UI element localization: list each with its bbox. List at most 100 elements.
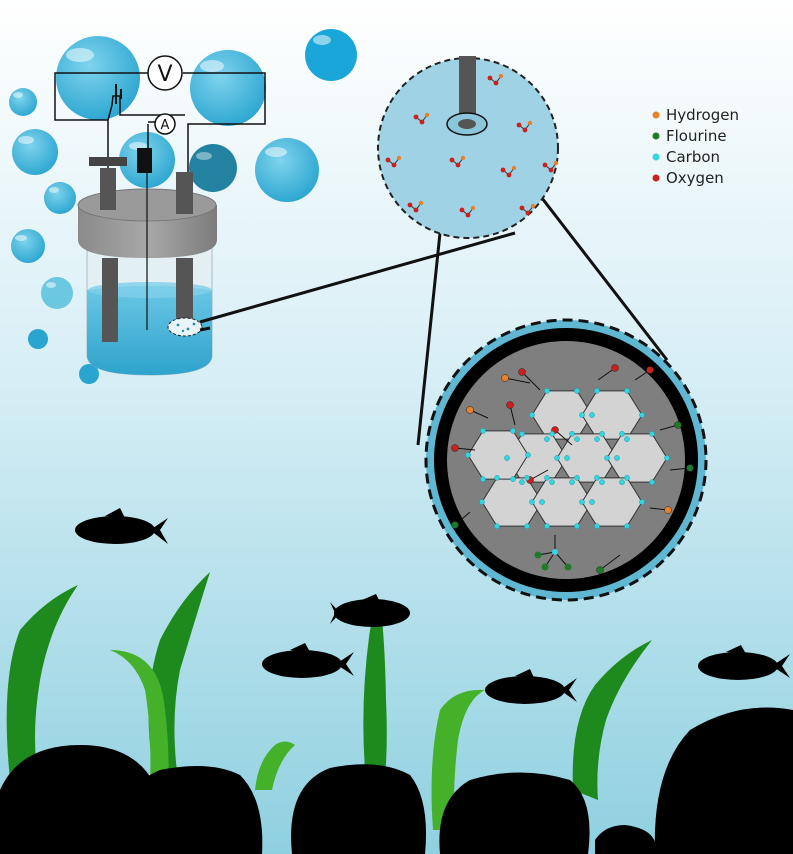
molecule <box>516 120 533 133</box>
functional-group <box>649 506 672 514</box>
reference-electrode <box>137 148 152 330</box>
carbon-atom <box>494 475 500 481</box>
carbon-atom <box>519 431 525 437</box>
bubble <box>12 129 58 175</box>
carbon-atom <box>649 431 655 437</box>
fish-group <box>75 508 790 704</box>
carbon-atom <box>539 499 545 505</box>
carbon-atom <box>494 523 500 529</box>
carbon-atom <box>569 479 575 485</box>
legend-label-carbon: Carbon <box>666 148 720 166</box>
functional-group <box>534 535 572 571</box>
carbon-atom <box>504 455 510 461</box>
carbon-atom <box>554 455 560 461</box>
carbon-atom <box>614 455 620 461</box>
legend-label-oxygen: Oxygen <box>666 169 724 187</box>
electrode-zoom-view <box>377 56 559 239</box>
battery-icon <box>115 84 122 104</box>
molecule <box>542 160 559 173</box>
carbon-atom <box>524 475 530 481</box>
bubbles <box>9 29 357 384</box>
voltmeter: V <box>147 55 183 91</box>
carbon-atom <box>624 523 630 529</box>
carbon-atom <box>624 436 630 442</box>
carbon-atom <box>594 523 600 529</box>
functional-group <box>518 368 541 391</box>
molecule <box>407 200 424 213</box>
carbon-atom <box>519 479 525 485</box>
electrochemical-cell: V A <box>54 55 266 376</box>
carbon-atom <box>599 431 605 437</box>
graphene-zoom-view <box>424 318 708 602</box>
functional-group <box>597 364 619 381</box>
carbon-atom <box>544 523 550 529</box>
fish <box>485 669 577 704</box>
functionalized-graphene-sheet <box>451 364 694 574</box>
working-electrode <box>167 172 203 337</box>
atom-legend: Hydrogen Flourine Carbon Oxygen <box>652 106 739 187</box>
bubble <box>44 182 76 214</box>
functional-group <box>466 406 489 419</box>
bubble <box>56 36 140 120</box>
carbon-atom <box>589 412 595 418</box>
bubble <box>305 29 357 81</box>
ammeter: A <box>154 113 176 135</box>
molecule <box>500 165 517 178</box>
legend-item-flourine: Flourine <box>652 127 727 145</box>
molecule <box>449 155 466 168</box>
voltmeter-label: V <box>157 62 172 87</box>
carbon-atom <box>594 436 600 442</box>
carbon-atom <box>574 388 580 394</box>
carbon-atom <box>599 479 605 485</box>
carbon-atom <box>624 475 630 481</box>
carbon-atom <box>510 428 516 434</box>
molecule <box>385 155 402 168</box>
carbon-atom <box>529 499 535 505</box>
carbon-atom <box>569 431 575 437</box>
solution-molecules <box>385 73 559 218</box>
seaweed <box>6 572 652 830</box>
functional-group <box>451 444 476 452</box>
functional-group <box>634 366 654 381</box>
carbon-atom <box>574 475 580 481</box>
carbon-atom <box>465 452 471 458</box>
functional-group <box>596 554 621 574</box>
carbon-atom <box>594 475 600 481</box>
molecule <box>413 112 430 125</box>
carbon-atom <box>619 431 625 437</box>
carbon-atom <box>619 479 625 485</box>
carbon-atom <box>529 412 535 418</box>
carbon-atom <box>579 499 585 505</box>
legend-item-hydrogen: Hydrogen <box>652 106 739 124</box>
bubble <box>41 277 73 309</box>
carbon-atom <box>649 479 655 485</box>
bubble <box>190 50 266 126</box>
rock <box>114 766 263 854</box>
rock <box>291 764 426 854</box>
bubble <box>9 88 37 116</box>
legend-item-oxygen: Oxygen <box>652 169 724 187</box>
carbon-atom <box>639 412 645 418</box>
carbon-atom <box>664 455 670 461</box>
functional-group <box>659 421 682 431</box>
carbon-atom <box>594 388 600 394</box>
rock <box>439 772 590 854</box>
carbon-atom <box>480 476 486 482</box>
fish <box>698 645 790 680</box>
fish <box>330 594 410 627</box>
carbon-atom <box>549 479 555 485</box>
carbon-atom <box>544 388 550 394</box>
carbon-atom <box>544 475 550 481</box>
carbon-atom <box>564 455 570 461</box>
counter-electrode <box>89 157 127 342</box>
functional-group <box>669 464 694 472</box>
carbon-atom <box>525 452 531 458</box>
functional-group <box>451 511 471 529</box>
rocks <box>0 707 793 854</box>
ammeter-label: A <box>161 118 170 133</box>
carbon-atom <box>549 431 555 437</box>
molecule <box>487 73 504 86</box>
molecule <box>459 205 476 218</box>
carbon-atom <box>624 388 630 394</box>
